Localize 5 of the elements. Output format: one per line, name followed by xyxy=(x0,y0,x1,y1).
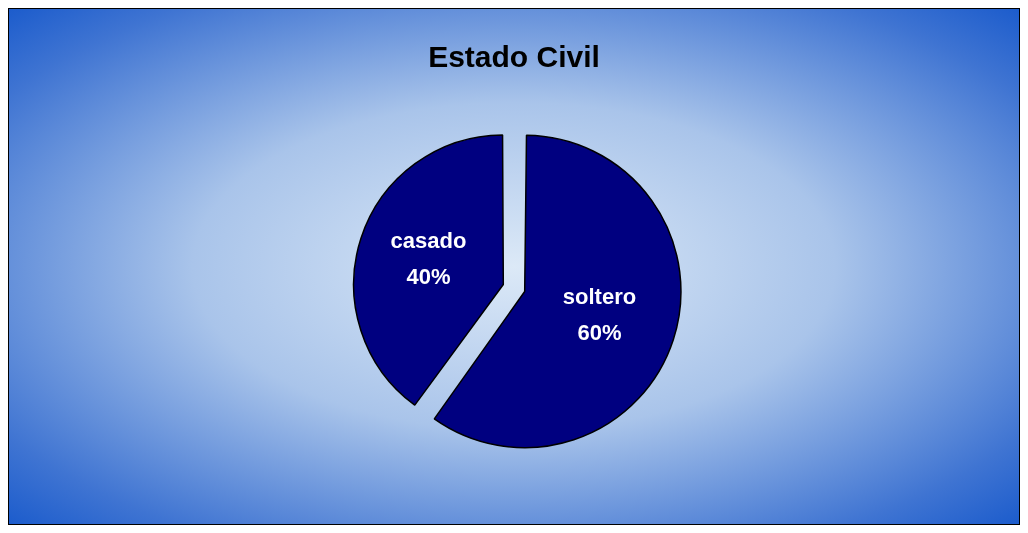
chart-title: Estado Civil xyxy=(428,40,600,74)
data-label: 60% xyxy=(577,319,622,345)
data-label: 40% xyxy=(406,264,451,290)
slice-label: casado xyxy=(390,228,467,254)
slice-label: soltero xyxy=(562,283,637,309)
